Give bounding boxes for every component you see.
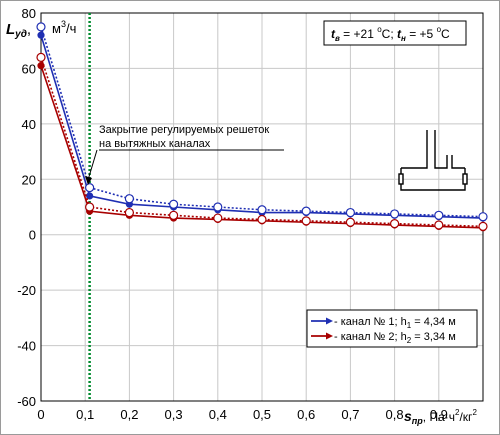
annotation-line-2: на вытяжных каналах bbox=[99, 138, 211, 150]
y-tick-label: -60 bbox=[17, 394, 36, 409]
x-tick-label: 0,7 bbox=[341, 407, 359, 422]
y-tick-labels: -60 -40 -20 0 20 40 60 80 bbox=[17, 6, 36, 409]
x-tick-label: 0,4 bbox=[209, 407, 227, 422]
building-schematic bbox=[398, 130, 468, 191]
data-point bbox=[345, 217, 355, 227]
data-point bbox=[213, 202, 223, 212]
data-point bbox=[124, 194, 134, 204]
series-layer bbox=[36, 22, 488, 232]
y-tick-label: 60 bbox=[22, 61, 36, 76]
data-point bbox=[36, 52, 46, 62]
y-tick-label: -40 bbox=[17, 339, 36, 354]
legend: - канал № 1; h1 = 4,34 м - канал № 2; h2… bbox=[311, 316, 456, 345]
data-point bbox=[345, 207, 355, 218]
conditions-box bbox=[323, 20, 467, 46]
x-tick-label: 0,3 bbox=[165, 407, 183, 422]
data-point bbox=[85, 202, 95, 212]
y-tick-label: 40 bbox=[22, 117, 36, 132]
legend-box bbox=[306, 309, 478, 348]
data-point bbox=[36, 22, 46, 32]
data-point bbox=[257, 205, 267, 215]
data-point bbox=[390, 209, 400, 219]
annotation-leader bbox=[87, 149, 98, 181]
series-line bbox=[40, 26, 484, 218]
y-tick-label: 20 bbox=[22, 172, 36, 187]
y-tick-label: 0 bbox=[29, 228, 36, 243]
legend-entry-label: - канал № 1; h1 = 4,34 м bbox=[334, 316, 456, 330]
data-point bbox=[434, 210, 444, 220]
x-tick-label: 0,5 bbox=[253, 407, 271, 422]
x-tick-label: 0,6 bbox=[297, 407, 315, 422]
plot-area-border bbox=[40, 12, 484, 402]
conditions-text: tв = +21 oC; tн = +5 oC bbox=[331, 25, 450, 43]
data-point bbox=[257, 214, 267, 225]
data-point bbox=[169, 210, 179, 220]
data-point bbox=[85, 183, 95, 193]
series-2 bbox=[36, 22, 488, 222]
annotation-arrowhead bbox=[85, 176, 92, 185]
x-tick-label: 0 bbox=[37, 407, 44, 422]
data-point bbox=[390, 219, 400, 229]
data-point bbox=[301, 206, 311, 216]
legend-swatch-arrow bbox=[326, 317, 333, 325]
x-tick-label: 0,2 bbox=[120, 407, 138, 422]
y-tick-label: 80 bbox=[22, 6, 36, 21]
x-axis-title: sпр, Па·ч2/кг2 bbox=[404, 408, 477, 426]
data-point bbox=[478, 221, 488, 231]
legend-entry-label: - канал № 2; h2 = 3,34 м bbox=[334, 331, 456, 345]
data-point bbox=[169, 199, 179, 209]
y-axis-unit: м3/ч bbox=[52, 19, 76, 36]
legend-swatch-arrow bbox=[326, 332, 333, 340]
data-point bbox=[124, 207, 134, 218]
x-tick-label: 0,1 bbox=[76, 407, 94, 422]
data-point bbox=[478, 212, 488, 222]
data-point bbox=[213, 213, 223, 223]
data-point bbox=[301, 216, 311, 226]
x-tick-label: 0,9 bbox=[430, 407, 448, 422]
series-line bbox=[40, 57, 484, 228]
x-tick-label: 0,8 bbox=[386, 407, 404, 422]
y-tick-label: -20 bbox=[17, 283, 36, 298]
series-4 bbox=[36, 52, 488, 231]
annotation-line-1: Закрытие регулируемых решеток bbox=[99, 124, 269, 136]
data-point bbox=[434, 220, 444, 230]
y-axis-title: Lуд, bbox=[6, 21, 31, 40]
x-tick-labels: 0 0,1 0,2 0,3 0,4 0,5 0,6 0,7 0,8 0,9 bbox=[37, 407, 447, 422]
